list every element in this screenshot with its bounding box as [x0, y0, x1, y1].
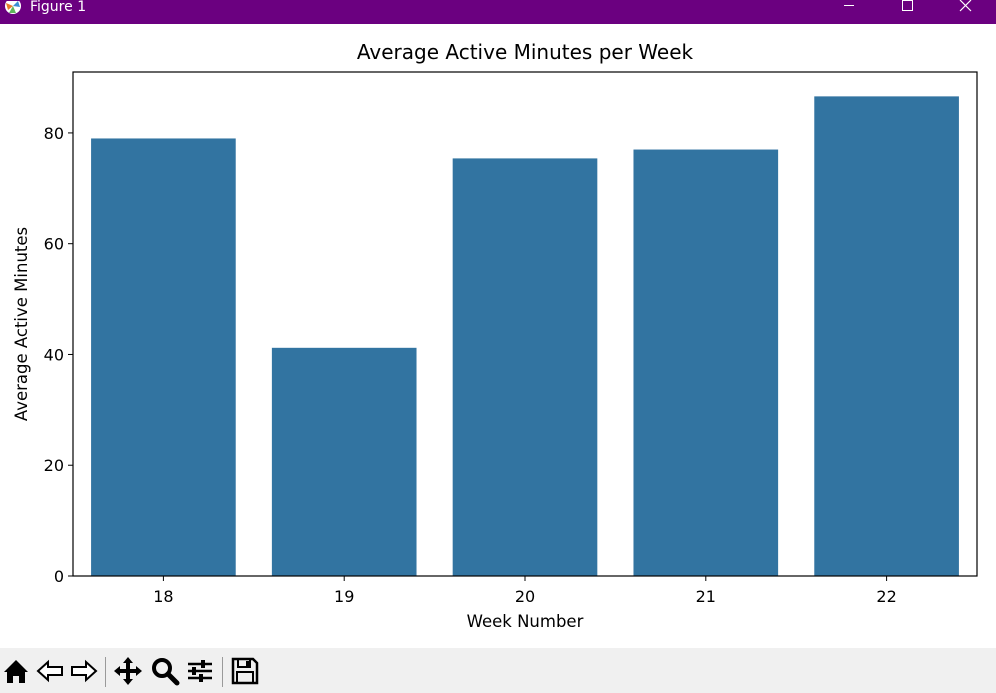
- matplotlib-logo-icon: [4, 0, 22, 14]
- plot-canvas[interactable]: Average Active Minutes per Week 0 20 40 60 8…: [0, 24, 996, 648]
- configure-subplots-button[interactable]: [185, 656, 215, 686]
- toolbar-separator: [105, 657, 106, 687]
- pan-icon: [114, 657, 142, 685]
- save-button[interactable]: [230, 656, 260, 686]
- y-tick-label: 80: [44, 124, 64, 143]
- back-icon: [36, 659, 63, 683]
- zoom-button[interactable]: [150, 656, 180, 686]
- back-button[interactable]: [36, 656, 66, 686]
- y-tick-label: 20: [44, 456, 64, 475]
- title-bar: Figure 1: [0, 0, 996, 24]
- maximize-icon: [902, 0, 913, 11]
- y-axis-label: Average Active Minutes: [12, 227, 31, 421]
- window-title: Figure 1: [30, 0, 87, 15]
- save-icon: [231, 657, 259, 685]
- pan-button[interactable]: [113, 656, 143, 686]
- home-icon: [4, 660, 28, 683]
- close-button[interactable]: [943, 0, 989, 14]
- bar-week-22: [814, 96, 959, 576]
- forward-icon: [71, 659, 98, 683]
- toolbar-separator: [222, 657, 223, 687]
- minimize-icon: [844, 5, 854, 6]
- maximize-button[interactable]: [884, 0, 930, 14]
- bar-week-20: [452, 158, 598, 576]
- y-tick-label: 0: [54, 567, 64, 586]
- x-axis-label: Week Number: [467, 612, 584, 631]
- chart-title: Average Active Minutes per Week: [357, 40, 694, 64]
- x-tick-label: 18: [153, 587, 173, 606]
- forward-button[interactable]: [68, 656, 98, 686]
- close-icon: [959, 0, 972, 12]
- x-tick-label: 19: [334, 587, 354, 606]
- x-tick-label: 20: [515, 587, 535, 606]
- bar-week-21: [633, 149, 779, 576]
- y-tick-label: 60: [44, 235, 64, 254]
- configure-subplots-icon: [188, 660, 212, 682]
- navigation-toolbar: [0, 648, 996, 693]
- bar-week-18: [91, 138, 236, 576]
- bar-chart: Average Active Minutes per Week 0 20 40 60 8…: [12, 40, 978, 631]
- home-button[interactable]: [2, 656, 32, 686]
- x-tick-label: 22: [876, 587, 896, 606]
- minimize-button[interactable]: [826, 0, 872, 14]
- zoom-icon: [152, 658, 180, 686]
- bar-week-19: [271, 347, 417, 576]
- x-tick-label: 21: [696, 587, 716, 606]
- y-tick-label: 40: [44, 345, 64, 364]
